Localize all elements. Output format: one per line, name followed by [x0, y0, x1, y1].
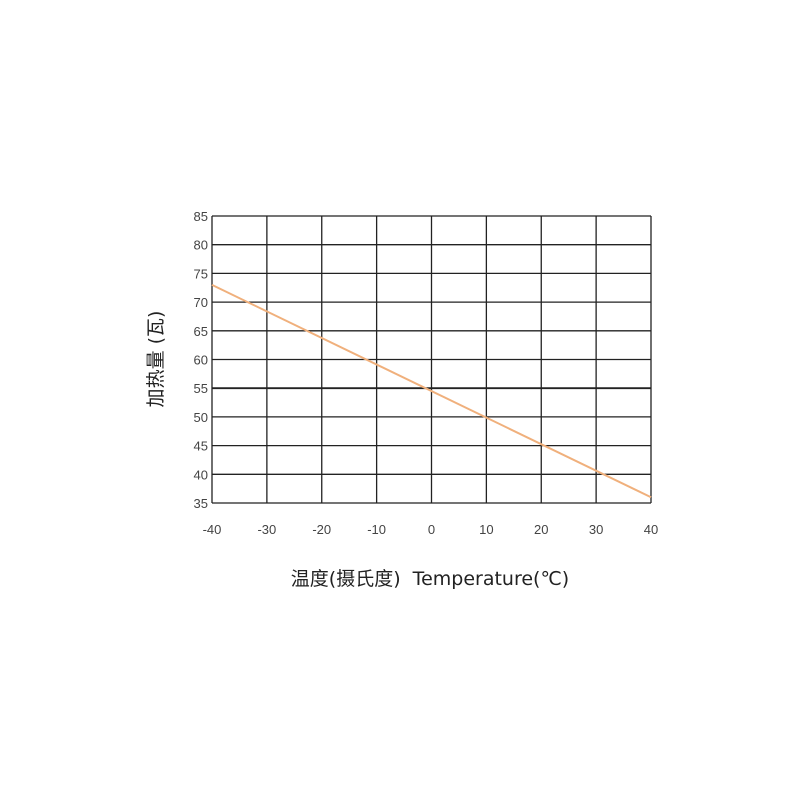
y-tick-label: 35 [194, 496, 208, 511]
x-tick-label: 0 [428, 522, 435, 537]
x-tick-label: -10 [367, 522, 386, 537]
y-tick-label: 65 [194, 324, 208, 339]
y-tick-label: 70 [194, 295, 208, 310]
y-tick-label: 75 [194, 266, 208, 281]
series [211, 283, 652, 499]
x-tick-label: -30 [257, 522, 276, 537]
y-tick-label: 40 [194, 467, 208, 482]
y-tick-label: 80 [194, 238, 208, 253]
y-tick-label: 85 [194, 209, 208, 224]
series-line [211, 283, 652, 499]
x-tick-label: 40 [644, 522, 658, 537]
y-tick-label: 55 [194, 381, 208, 396]
x-tick-label: 10 [479, 522, 493, 537]
y-tick-label: 45 [194, 439, 208, 454]
x-axis-label: 温度(摄氏度) Temperature(℃) [291, 568, 569, 590]
grid [211, 215, 652, 504]
x-tick-label: -40 [203, 522, 222, 537]
y-tick-label: 60 [194, 353, 208, 368]
x-tick-label: 20 [534, 522, 548, 537]
x-tick-label: -20 [312, 522, 331, 537]
x-tick-labels: -40 -30 -20 -10 0 10 20 30 40 [203, 522, 659, 537]
y-tick-label: 50 [194, 410, 208, 425]
y-tick-labels: 85 80 75 70 65 60 55 50 45 40 35 [194, 209, 208, 511]
x-tick-label: 30 [589, 522, 603, 537]
y-axis-label: 加热量 (瓦) [145, 311, 167, 408]
